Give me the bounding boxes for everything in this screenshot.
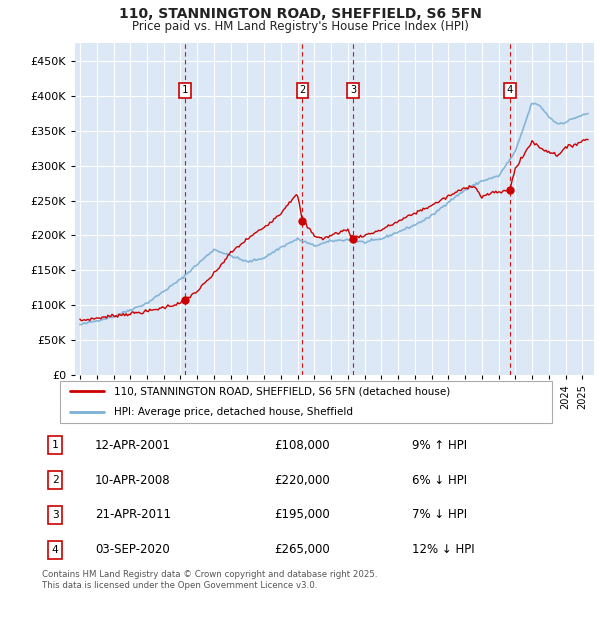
Text: 7% ↓ HPI: 7% ↓ HPI xyxy=(412,508,467,521)
Text: 21-APR-2011: 21-APR-2011 xyxy=(95,508,171,521)
Text: 1: 1 xyxy=(52,440,59,450)
Text: 12-APR-2001: 12-APR-2001 xyxy=(95,439,170,452)
Text: 03-SEP-2020: 03-SEP-2020 xyxy=(95,543,170,556)
Text: 4: 4 xyxy=(52,545,59,555)
Text: Price paid vs. HM Land Registry's House Price Index (HPI): Price paid vs. HM Land Registry's House … xyxy=(131,20,469,33)
Text: £195,000: £195,000 xyxy=(274,508,330,521)
Text: £220,000: £220,000 xyxy=(274,474,330,487)
Text: 110, STANNINGTON ROAD, SHEFFIELD, S6 5FN: 110, STANNINGTON ROAD, SHEFFIELD, S6 5FN xyxy=(119,7,481,22)
FancyBboxPatch shape xyxy=(60,381,552,423)
Text: 1: 1 xyxy=(182,85,188,95)
Text: Contains HM Land Registry data © Crown copyright and database right 2025.
This d: Contains HM Land Registry data © Crown c… xyxy=(42,570,377,590)
Text: 9% ↑ HPI: 9% ↑ HPI xyxy=(412,439,467,452)
Text: 10-APR-2008: 10-APR-2008 xyxy=(95,474,170,487)
Text: 4: 4 xyxy=(506,85,513,95)
Text: £108,000: £108,000 xyxy=(274,439,330,452)
Text: 2: 2 xyxy=(52,475,59,485)
Text: 110, STANNINGTON ROAD, SHEFFIELD, S6 5FN (detached house): 110, STANNINGTON ROAD, SHEFFIELD, S6 5FN… xyxy=(114,386,451,396)
Text: 2: 2 xyxy=(299,85,305,95)
Text: £265,000: £265,000 xyxy=(274,543,330,556)
Text: 6% ↓ HPI: 6% ↓ HPI xyxy=(412,474,467,487)
Text: HPI: Average price, detached house, Sheffield: HPI: Average price, detached house, Shef… xyxy=(114,407,353,417)
Text: 3: 3 xyxy=(52,510,59,520)
Text: 12% ↓ HPI: 12% ↓ HPI xyxy=(412,543,474,556)
Text: 3: 3 xyxy=(350,85,356,95)
